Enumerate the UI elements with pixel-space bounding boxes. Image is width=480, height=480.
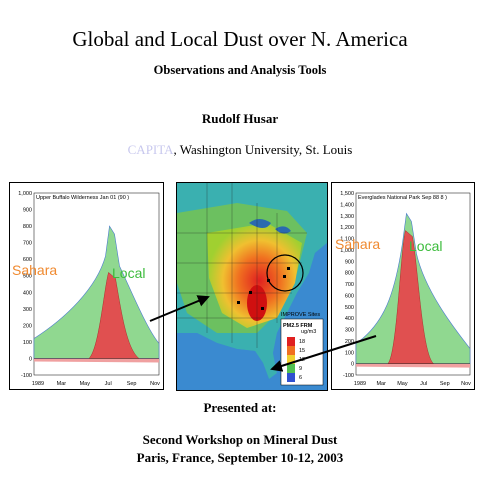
arrow-left-to-map (149, 295, 210, 322)
legend-note: IMPROVE Sites (281, 312, 320, 318)
right-chart-x-tick: Nov (461, 381, 471, 387)
right-chart-svg: 1,500 1,400 1,300 1,200 1,100 1,000 900 800 700 6… (335, 191, 471, 387)
left-chart-svg: 1,000 900 800 700 600 500 400 300 200 100 0 -100198… (12, 191, 160, 387)
left-chart-x-tick: Mar (57, 381, 67, 387)
right-chart-y-tick: 0 (351, 362, 354, 368)
left-chart-sahara-area (88, 272, 140, 359)
right-chart-y-tick: 800 (345, 271, 354, 277)
right-chart-x-tick: Mar (376, 381, 386, 387)
affiliation-org-link[interactable]: CAPITA (127, 142, 174, 157)
right-chart-site-label: Everglades National Park Sep 88 8 ) (358, 195, 447, 201)
legend-title: PM2.5 FRM (283, 323, 313, 329)
right-chart-y-tick: 1,400 (340, 202, 354, 208)
improve-site-markers (237, 267, 290, 310)
legend-value-0: 18 (299, 339, 305, 345)
left-chart-y-tick: 900 (23, 208, 32, 214)
right-chart-y-tick: 500 (345, 305, 354, 311)
legend-swatch-9 (287, 364, 295, 373)
left-dust-chart: 1,000 900 800 700 600 500 400 300 200 100 0 -100 198… (9, 182, 164, 390)
right-chart-y-tick: 400 (345, 316, 354, 322)
right-chart-y-tick: 200 (345, 339, 354, 345)
map-svg: PM2.5 FRM ug/m3 18 15 12 9 6 IMPROVE Sit… (177, 183, 327, 390)
left-local-label: Local (112, 265, 145, 281)
right-chart-x-tick: Jul (420, 381, 427, 387)
map-hot-region (207, 223, 302, 328)
state-lines (177, 183, 307, 348)
right-chart-y-tick: 900 (345, 259, 354, 265)
right-chart-sahara-area (387, 230, 435, 364)
left-chart-site-label: Upper Buffalo Wilderness Jan 01 (90 ) (36, 195, 129, 201)
right-chart-x-tick: Sep (440, 381, 450, 387)
event-place-date: Paris, France, September 10-12, 2003 (136, 450, 344, 465)
right-chart-y-tick: 1,500 (340, 191, 354, 197)
legend-value-3: 9 (299, 366, 302, 372)
right-dust-chart: 1,500 1,400 1,300 1,200 1,100 1,000 900 800 700 6… (331, 182, 475, 390)
left-chart-y-tick: 400 (23, 290, 32, 296)
left-chart-y-tick: 800 (23, 224, 32, 230)
presented-label: Presented at: (203, 400, 277, 415)
left-chart-local-area (33, 225, 160, 359)
right-local-label: Local (409, 238, 442, 254)
left-chart-y-tick: 100 (23, 340, 32, 346)
right-chart-y-tick: -100 (343, 373, 354, 379)
event-name: Second Workshop on Mineral Dust (142, 432, 338, 447)
left-chart-y-tick: 0 (29, 356, 32, 362)
right-chart-x-tick: May (397, 381, 408, 387)
legend-value-4: 6 (299, 375, 302, 381)
slide-subtitle: Observations and Analysis Tools (153, 63, 327, 77)
right-chart-negative-band (356, 363, 470, 368)
left-chart-y-tick: 200 (23, 323, 32, 329)
legend-swatch-15 (287, 346, 295, 355)
pm25-map: PM2.5 FRM ug/m3 18 15 12 9 6 IMPROVE Sit… (176, 182, 328, 391)
gulf-water (177, 333, 269, 390)
right-chart-y-tick: 300 (345, 328, 354, 334)
right-chart-y-tick: 1,300 (340, 214, 354, 220)
legend-swatch-6 (287, 373, 295, 382)
right-chart-x-tick: 1989 (354, 381, 366, 387)
legend-value-1: 15 (299, 348, 305, 354)
affiliation: CAPITA, Washington University, St. Louis (0, 142, 480, 158)
right-chart-y-tick: 700 (345, 282, 354, 288)
slide-title: Global and Local Dust over N. America (72, 27, 408, 51)
arrow-right-to-map (270, 335, 377, 372)
legend-unit: ug/m3 (301, 329, 316, 335)
right-chart-y-tick: 1,000 (340, 248, 354, 254)
left-chart-y-tick: 1,000 (18, 191, 32, 197)
left-sahara-label: Sahara (12, 262, 57, 278)
left-chart-y-tick: 500 (23, 274, 32, 280)
great-lakes (249, 219, 291, 234)
left-chart-x-tick: Sep (127, 381, 137, 387)
left-chart-negative-band (34, 358, 159, 363)
left-chart-x-tick: Jul (105, 381, 112, 387)
map-highlight-circle (266, 254, 304, 292)
left-chart-x-tick: 1989 (32, 381, 44, 387)
left-chart-y-tick: 300 (23, 307, 32, 313)
right-chart-y-tick: 600 (345, 293, 354, 299)
left-chart-y-tick: -100 (21, 373, 32, 379)
right-chart-y-tick: 1,200 (340, 225, 354, 231)
right-chart-y-tick: 100 (345, 350, 354, 356)
right-sahara-label: Sahara (335, 236, 380, 252)
left-chart-x-tick: May (80, 381, 91, 387)
author-name: Rudolf Husar (201, 111, 279, 126)
affiliation-rest: , Washington University, St. Louis (173, 142, 353, 157)
legend-swatch-12 (287, 355, 295, 364)
left-chart-y-tick: 600 (23, 257, 32, 263)
right-chart-y-tick: 1,100 (340, 237, 354, 243)
legend-swatch-18 (287, 337, 295, 346)
left-chart-x-tick: Nov (150, 381, 160, 387)
left-chart-y-tick: 700 (23, 241, 32, 247)
